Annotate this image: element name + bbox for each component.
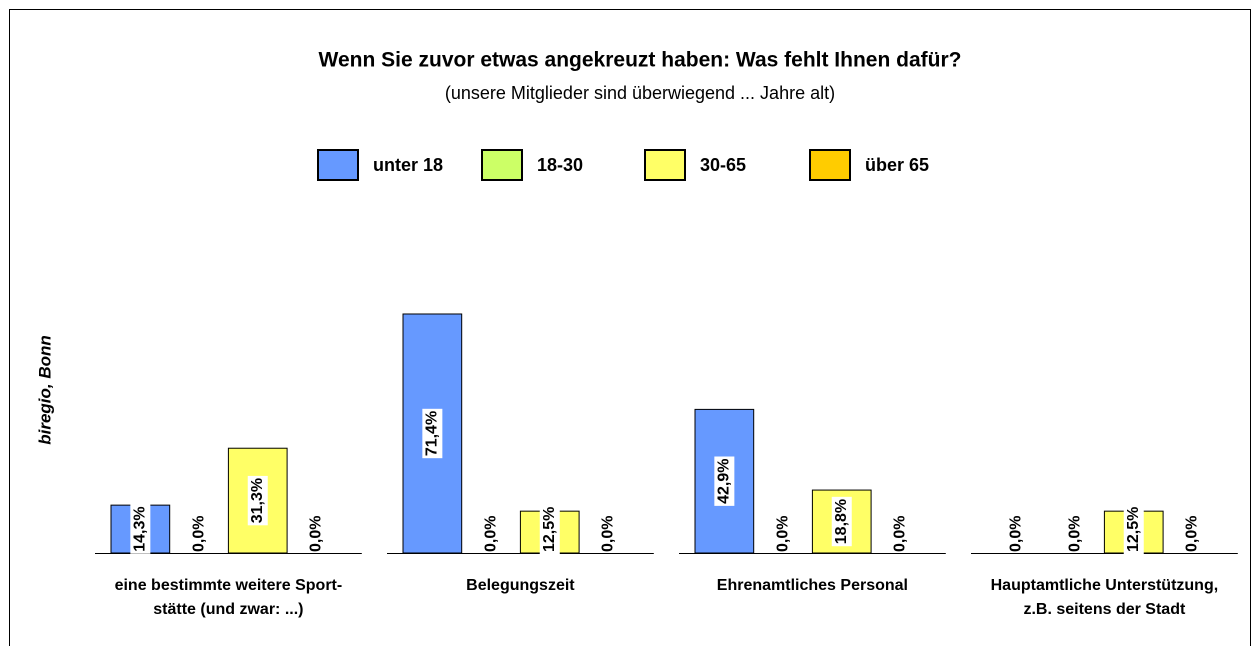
value-label: 31,3% xyxy=(249,478,266,523)
value-label-bg xyxy=(247,475,268,526)
legend-swatch xyxy=(317,149,359,181)
value-label: 0,0% xyxy=(892,516,909,552)
chart-title: Wenn Sie zuvor etwas angekreuzt haben: W… xyxy=(319,49,962,72)
x-tick-label: Ehrenamtliches Personal xyxy=(716,577,908,594)
y-axis-label: biregio, Bonn xyxy=(35,335,54,445)
value-label-bg xyxy=(831,496,852,547)
value-label-bg xyxy=(714,456,735,506)
value-label: 0,0% xyxy=(482,516,499,552)
value-label: 12,5% xyxy=(1125,507,1142,552)
value-label-bg xyxy=(130,504,151,554)
value-label: 71,4% xyxy=(424,411,441,456)
legend-label: 30-65 xyxy=(700,155,746,175)
legend-swatch xyxy=(481,149,523,181)
value-label: 18,8% xyxy=(833,499,850,544)
value-label: 0,0% xyxy=(1008,516,1025,552)
legend-swatch xyxy=(809,149,851,181)
value-label: 0,0% xyxy=(1066,516,1083,552)
legend-label: 18-30 xyxy=(537,155,583,175)
chart-subtitle: (unsere Mitglieder sind überwiegend ... … xyxy=(445,83,835,103)
x-tick-label: eine bestimmte weitere Sport- stätte (un… xyxy=(114,577,343,618)
value-label: 14,3% xyxy=(132,506,149,551)
value-label: 0,0% xyxy=(1184,516,1201,552)
legend-label: über 65 xyxy=(865,155,929,175)
x-tick-label: Belegungszeit xyxy=(466,577,575,594)
value-label: 0,0% xyxy=(774,516,791,552)
value-label: 42,9% xyxy=(716,459,733,504)
value-label: 0,0% xyxy=(600,516,617,552)
frame xyxy=(9,9,1251,646)
value-label-bg xyxy=(539,504,560,554)
value-label-bg xyxy=(422,408,443,459)
value-label: 0,0% xyxy=(190,516,207,552)
value-label: 0,0% xyxy=(308,516,325,552)
value-label-bg xyxy=(1123,504,1144,554)
legend-swatch xyxy=(644,149,686,181)
legend-label: unter 18 xyxy=(373,155,443,175)
value-label: 12,5% xyxy=(541,507,558,552)
x-tick-label: Hauptamtliche Unterstützung, z.B. seiten… xyxy=(990,577,1219,618)
